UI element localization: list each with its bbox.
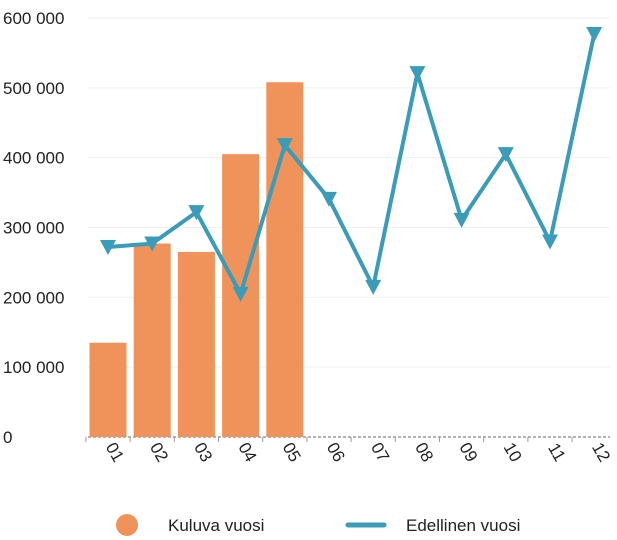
x-tick-label: 08 (411, 439, 437, 465)
x-tick-label: 09 (455, 439, 481, 465)
line-point (100, 240, 116, 256)
x-axis-labels: 01 02 03 04 05 06 07 08 09 10 11 12 (102, 439, 614, 465)
bar (133, 243, 171, 437)
x-tick-label: 04 (234, 439, 260, 465)
y-tick-label: 200 000 (3, 288, 64, 307)
bar (89, 342, 127, 437)
legend-item-line: Edellinen vuosi (345, 516, 520, 535)
line-point (497, 147, 514, 163)
line-point (321, 191, 337, 207)
line-point (586, 27, 603, 43)
x-axis (85, 436, 610, 442)
line-point (453, 212, 470, 228)
x-tick-label: 03 (190, 439, 216, 465)
x-tick-label: 12 (588, 439, 614, 465)
legend-label-bar: Kuluva vuosi (168, 516, 264, 535)
series-line (107, 33, 597, 300)
x-tick-label: 02 (146, 439, 172, 465)
y-tick-label: 300 000 (3, 219, 64, 238)
x-tick-label: 07 (367, 439, 393, 465)
line-point (365, 279, 382, 295)
x-tick-label: 10 (500, 439, 526, 465)
line-point (188, 205, 205, 221)
bar (266, 82, 304, 437)
y-tick-label: 400 000 (3, 149, 64, 168)
x-tick-label: 01 (102, 439, 128, 465)
line-point (232, 286, 249, 302)
y-tick-label: 500 000 (3, 79, 64, 98)
x-tick-label: 06 (323, 439, 349, 465)
legend-item-bar: Kuluva vuosi (116, 514, 264, 536)
line-point (409, 66, 426, 82)
line-point (276, 138, 293, 154)
line-series (100, 27, 603, 302)
x-tick-label: 11 (544, 440, 569, 465)
x-tick-label: 05 (279, 439, 305, 465)
legend: Kuluva vuosi Edellinen vuosi (116, 514, 520, 536)
y-tick-label: 600 000 (3, 9, 64, 28)
y-axis: 0 100 000 200 000 300 000 400 000 500 000 600 … (3, 9, 64, 447)
line-point (144, 236, 161, 252)
bar-series (89, 82, 304, 438)
y-tick-label: 100 000 (3, 358, 64, 377)
y-tick-label: 0 (3, 428, 12, 447)
bar (177, 251, 215, 437)
line-point (542, 234, 558, 250)
legend-label-line: Edellinen vuosi (406, 516, 520, 535)
legend-swatch-bar (116, 514, 138, 536)
